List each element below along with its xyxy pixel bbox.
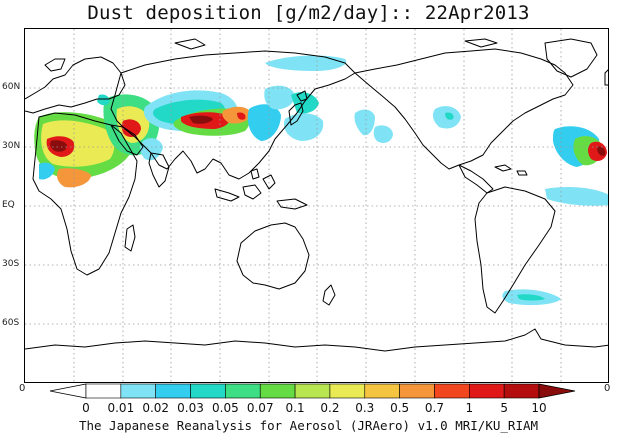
colorbar-min-arrow <box>49 383 87 399</box>
lat-label-60s: 60S <box>2 318 20 328</box>
colorbar-tick-label: 0.3 <box>355 401 374 415</box>
colorbar-tick-label: 0.05 <box>212 401 239 415</box>
colorbar-swatch <box>434 383 470 399</box>
lat-label-60n: 60N <box>2 82 21 92</box>
colorbar-swatch <box>329 383 366 399</box>
colorbar-tick-label: 10 <box>531 401 546 415</box>
edge-zero-left: 0 <box>19 383 26 394</box>
colorbar-swatch <box>190 383 226 399</box>
colorbar-tick-label: 5 <box>500 401 508 415</box>
grid-lines <box>25 29 608 382</box>
colorbar-swatch <box>155 383 191 399</box>
colorbar-swatch <box>120 383 156 399</box>
colorbar-tick-label: 0.7 <box>425 401 444 415</box>
coastlines <box>25 38 608 352</box>
colorbar: 0 0.01 0.02 0.03 0.05 0.07 0.1 0.2 0.3 0.5 0.7 1 5 10 <box>49 383 576 415</box>
lat-label-30s: 30S <box>2 259 20 269</box>
dust-field <box>34 55 608 306</box>
colorbar-tick-label: 0.1 <box>286 401 305 415</box>
edge-zero-right: 0 <box>604 383 611 394</box>
colorbar-tick-label: 0.5 <box>390 401 409 415</box>
colorbar-swatch <box>259 383 296 399</box>
colorbar-swatch <box>294 383 331 399</box>
colorbar-tick-label: 1 <box>465 401 473 415</box>
colorbar-tick-label: 0.02 <box>142 401 169 415</box>
lat-label-30n: 30N <box>2 141 21 151</box>
colorbar-tick-label: 0 <box>82 401 90 415</box>
colorbar-swatch <box>225 383 261 399</box>
colorbar-swatch <box>469 383 505 399</box>
colorbar-swatch <box>503 383 540 399</box>
colorbar-swatch <box>364 383 400 399</box>
colorbar-swatch <box>85 383 122 399</box>
colorbar-max-arrow <box>538 383 576 399</box>
colorbar-tick-label: 0.07 <box>247 401 274 415</box>
colorbar-tick-label: 0.01 <box>107 401 134 415</box>
lat-label-eq: EQ <box>2 200 15 210</box>
footer-credit: The Japanese Reanalysis for Aerosol (JRA… <box>78 418 539 433</box>
colorbar-tick-label: 0.03 <box>177 401 204 415</box>
chart-title: Dust deposition [g/m2/day]:: 22Apr2013 <box>87 2 530 24</box>
world-map <box>24 28 609 383</box>
colorbar-tick-label: 0.2 <box>320 401 339 415</box>
colorbar-swatch <box>399 383 435 399</box>
map-canvas <box>25 29 608 382</box>
